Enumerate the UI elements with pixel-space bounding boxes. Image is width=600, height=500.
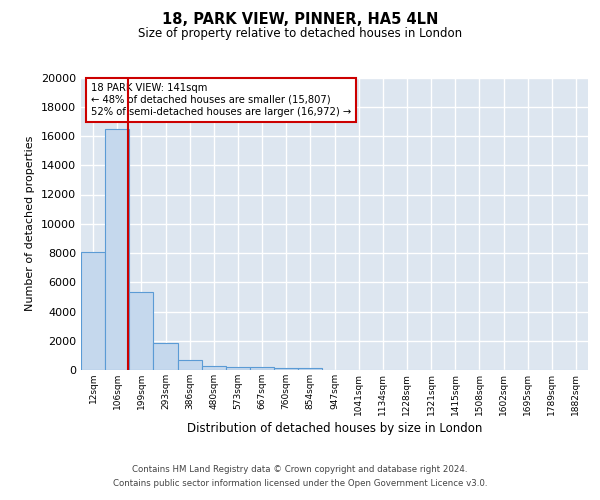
Bar (154, 343, 178, 370)
Text: 18 PARK VIEW: 141sqm
← 48% of detached houses are smaller (15,807)
52% of semi-d: 18 PARK VIEW: 141sqm ← 48% of detached h… (91, 84, 352, 116)
Text: Contains HM Land Registry data © Crown copyright and database right 2024.
Contai: Contains HM Land Registry data © Crown c… (113, 466, 487, 487)
Bar (202, 366, 226, 370)
Text: 18, PARK VIEW, PINNER, HA5 4LN: 18, PARK VIEW, PINNER, HA5 4LN (162, 12, 438, 28)
Bar (129, 292, 154, 370)
Bar (81, 252, 105, 370)
Bar (226, 367, 250, 370)
Bar (298, 368, 322, 370)
Bar (274, 368, 298, 370)
Bar (178, 360, 202, 370)
Text: Size of property relative to detached houses in London: Size of property relative to detached ho… (138, 28, 462, 40)
X-axis label: Distribution of detached houses by size in London: Distribution of detached houses by size … (187, 422, 482, 435)
Y-axis label: Number of detached properties: Number of detached properties (25, 136, 35, 312)
Bar (105, 128, 129, 370)
Bar (250, 368, 274, 370)
